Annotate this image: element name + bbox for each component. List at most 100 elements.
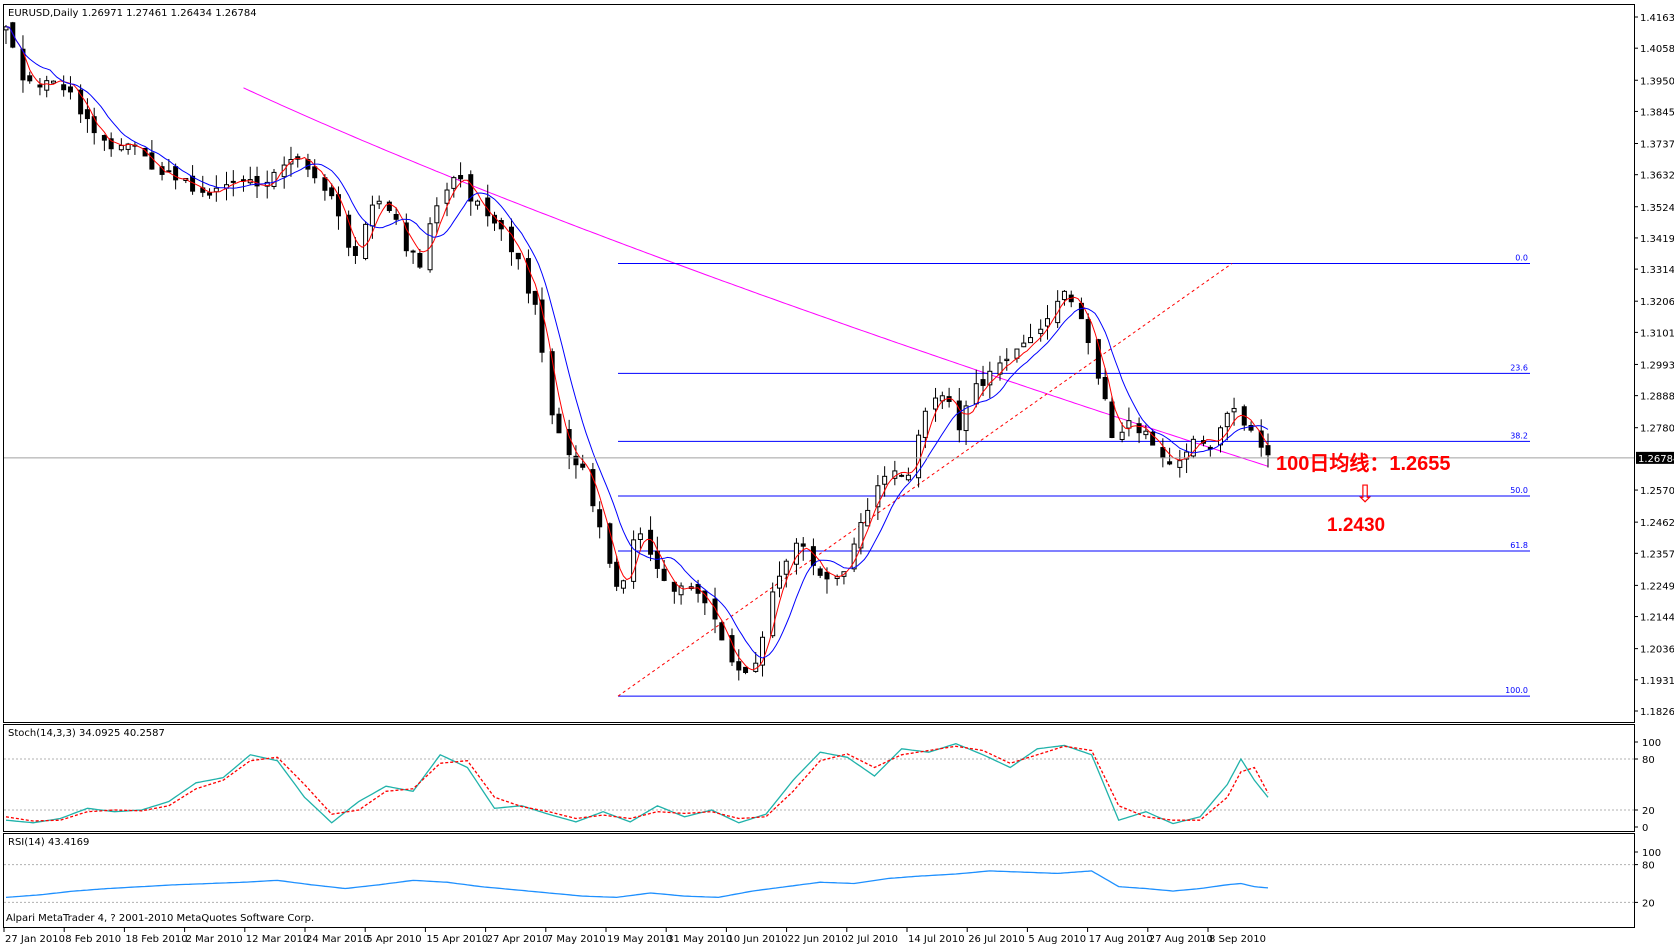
candle-body: [451, 177, 457, 189]
time-tick-label: 19 May 2010: [607, 934, 672, 945]
price-tick-label: 1.20360: [1640, 645, 1674, 656]
candle-body: [149, 152, 155, 170]
price-tick-label: 1.29930: [1640, 360, 1674, 371]
candle-body: [614, 561, 620, 587]
time-tick-label: 17 Aug 2010: [1089, 934, 1153, 945]
candle-body: [376, 200, 382, 205]
candle-body: [1258, 430, 1264, 448]
candle-body: [230, 180, 236, 183]
stoch-header: Stoch(14,3,3) 34.0925 40.2587: [8, 728, 165, 739]
candle-body: [719, 622, 725, 641]
stoch-panel-frame: [3, 724, 1635, 832]
candle-body: [905, 474, 911, 481]
candle-body: [281, 164, 287, 178]
candle-body: [1095, 339, 1101, 379]
candle-body: [620, 580, 626, 589]
fib-level-label: 38.2: [1510, 431, 1528, 440]
osc-tick-label: 80: [1642, 755, 1655, 766]
rsi-series: 100 80 20: [4, 848, 1661, 909]
time-tick-label: 8 Sep 2010: [1209, 934, 1266, 945]
time-tick-label: 2 Jul 2010: [848, 934, 898, 945]
candle-body: [1224, 412, 1230, 428]
candle-body: [987, 370, 993, 386]
time-tick-label: 26 Jul 2010: [968, 934, 1025, 945]
price-tick-label: 1.21440: [1640, 613, 1674, 624]
candle-body: [78, 89, 84, 115]
candle-body: [213, 187, 219, 193]
price-tick-label: 1.19310: [1640, 676, 1674, 687]
candle-body: [631, 539, 637, 582]
candle-body: [556, 413, 562, 434]
time-tick-label: 5 Apr 2010: [366, 934, 421, 945]
fib-level-label: 100.0: [1505, 686, 1528, 695]
candle-body: [67, 86, 73, 93]
candle-body: [590, 469, 596, 507]
price-tick-label: 1.40580: [1640, 44, 1674, 55]
candle-body: [1190, 438, 1196, 457]
candle-body: [539, 299, 545, 353]
osc-tick-label: 20: [1642, 898, 1655, 909]
candle-body: [661, 568, 667, 581]
candle-body: [573, 455, 579, 466]
candle-body: [458, 175, 464, 180]
candle-body: [899, 474, 905, 477]
candle-body: [352, 246, 358, 256]
candle-body: [50, 80, 56, 84]
candle-body: [346, 214, 352, 248]
candle-body: [386, 201, 392, 211]
candle-body: [580, 463, 586, 468]
candle-body: [1143, 430, 1149, 436]
candle-body: [648, 529, 654, 555]
time-tick-label: 7 May 2010: [547, 934, 606, 945]
candlestick-series: [3, 21, 1271, 681]
candle-body: [254, 175, 260, 187]
candle-body: [956, 400, 962, 431]
candle-body: [27, 75, 33, 82]
candle-body: [678, 585, 684, 596]
time-tick-label: 12 Mar 2010: [246, 934, 309, 945]
stochastic-series: 100 80 20 0: [4, 738, 1661, 834]
candle-body: [817, 568, 823, 576]
time-tick-label: 27 Jan 2010: [5, 934, 65, 945]
ma-blue-line: [5, 26, 1269, 659]
rsi-line: [5, 870, 1269, 899]
candle-body: [20, 48, 26, 81]
price-tick-label: 1.25700: [1640, 486, 1674, 497]
ma100-series: [243, 87, 1269, 467]
rsi-header: RSI(14) 43.4169: [8, 837, 89, 848]
chart-header: EURUSD,Daily 1.26971 1.27461 1.26434 1.2…: [8, 8, 257, 19]
time-tick-label: 15 Apr 2010: [426, 934, 488, 945]
current-price-tag: 1.26784: [1636, 451, 1674, 465]
candle-body: [101, 135, 107, 141]
svg-text:1.26784: 1.26784: [1638, 454, 1674, 465]
candle-body: [933, 397, 939, 410]
candle-body: [783, 560, 789, 575]
candle-body: [800, 543, 806, 547]
fib-level-label: 50.0: [1510, 486, 1528, 495]
candle-body: [671, 581, 677, 592]
price-tick-label: 1.23570: [1640, 549, 1674, 560]
candle-body: [637, 533, 643, 540]
osc-tick-label: 20: [1642, 806, 1655, 817]
candle-body: [475, 200, 481, 206]
candle-body: [271, 171, 277, 187]
price-tick-label: 1.37370: [1640, 140, 1674, 151]
fibonacci-retracement[interactable]: 0.0 23.6 38.2 50.0 61.8 100.0: [617, 253, 1530, 697]
candle-body: [1150, 431, 1156, 446]
price-tick-label: 1.36320: [1640, 171, 1674, 182]
price-tick-label: 1.18260: [1640, 707, 1674, 718]
candle-body: [1167, 461, 1173, 465]
candle-body: [1102, 376, 1108, 400]
candle-body: [566, 429, 572, 456]
osc-tick-label: 100: [1642, 738, 1661, 749]
candle-body: [549, 351, 555, 416]
candle-body: [1085, 319, 1091, 344]
fib-level-label: 23.6: [1510, 363, 1528, 372]
price-tick-label: 1.31010: [1640, 328, 1674, 339]
candle-body: [695, 583, 701, 594]
candle-body: [434, 205, 440, 224]
candle-body: [468, 174, 474, 202]
